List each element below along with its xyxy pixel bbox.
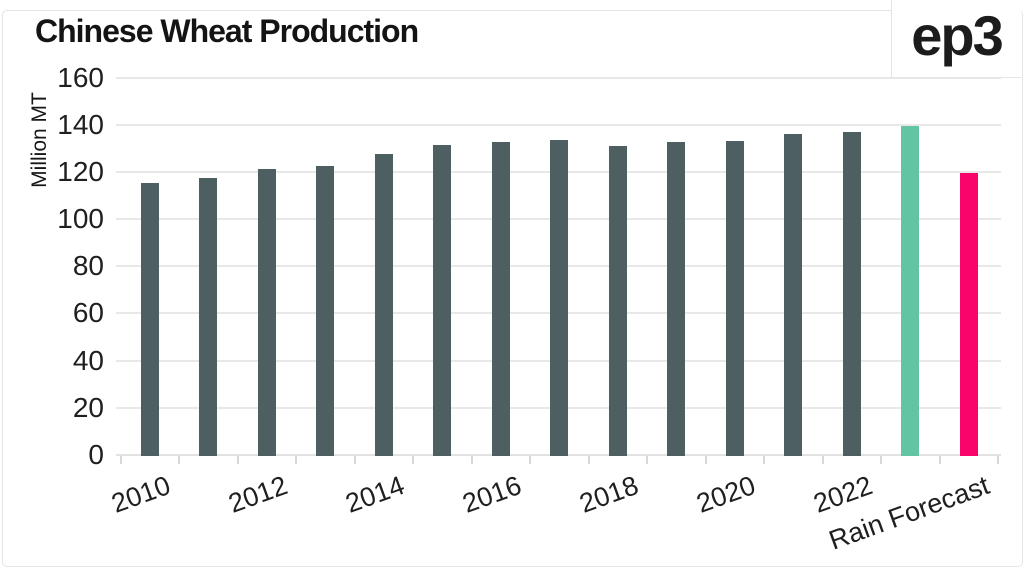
x-axis-tick-11 [763, 456, 765, 464]
bar-rain-forecast [959, 172, 978, 456]
y-tick-label-80: 80 [72, 250, 104, 282]
chart-title: Chinese Wheat Production [35, 13, 419, 49]
gridline-160 [116, 76, 1001, 79]
y-tick-label-140: 140 [57, 108, 104, 140]
x-axis-tick-15 [997, 456, 999, 464]
card-border [2, 10, 1023, 567]
x-axis-tick-10 [704, 456, 707, 464]
bar-2010 [140, 183, 159, 456]
x-axis-tick-14 [938, 456, 941, 464]
x-axis-tick-6 [470, 456, 473, 464]
x-axis-tick-7 [529, 456, 531, 464]
x-axis-tick-4 [353, 456, 356, 464]
bar-2013 [316, 165, 335, 456]
bar-2019 [667, 142, 686, 456]
x-axis-tick-8 [587, 456, 590, 464]
logo-box: ep3 [891, 0, 1021, 78]
bar-2017 [550, 139, 569, 456]
bar-2021 [784, 133, 803, 456]
bar-2020 [725, 141, 744, 456]
x-axis-tick-2 [236, 456, 239, 464]
x-axis-tick-5 [412, 456, 414, 464]
bar-2022 [842, 131, 861, 456]
y-tick-label-160: 160 [57, 61, 104, 93]
x-axis-tick-13 [880, 456, 882, 464]
y-tick-label-40: 40 [72, 344, 104, 376]
x-axis-tick-12 [821, 456, 824, 464]
bar-2011 [199, 177, 218, 456]
y-tick-label-120: 120 [57, 155, 104, 187]
bar-2014 [374, 154, 393, 456]
y-tick-label-60: 60 [72, 297, 104, 329]
bar-2015 [433, 144, 452, 456]
gridline-140 [116, 123, 1001, 126]
ep3-logo: ep3 [911, 4, 1003, 67]
bar-2012 [257, 169, 276, 456]
y-tick-label-100: 100 [57, 203, 104, 235]
bar-2016 [491, 142, 510, 456]
bar-2023 [901, 125, 920, 456]
y-tick-label-20: 20 [72, 391, 104, 423]
y-tick-label-0: 0 [88, 439, 104, 470]
bar-2018 [608, 145, 627, 456]
x-axis-tick-1 [178, 456, 180, 464]
x-axis-tick-9 [646, 456, 648, 464]
x-axis-tick-3 [295, 456, 297, 464]
x-axis-tick-0 [119, 456, 122, 464]
